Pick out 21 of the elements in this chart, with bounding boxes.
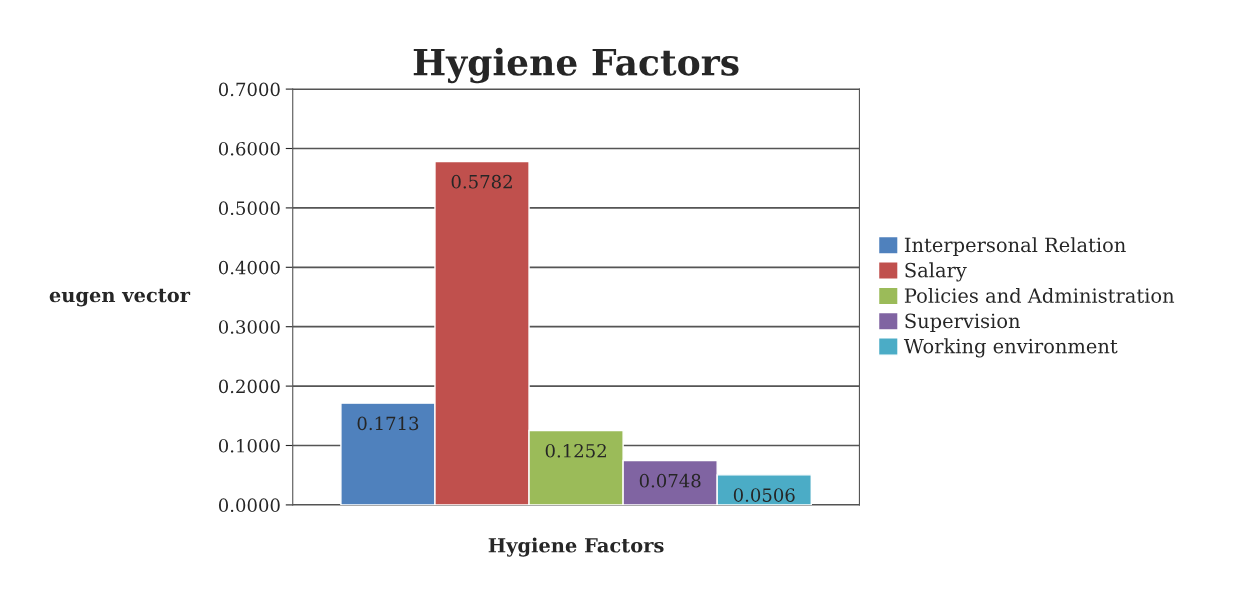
data-label: 0.5782 [451, 174, 512, 189]
y-tick-label: 0.3000 [218, 320, 280, 334]
data-label: 0.0506 [733, 488, 795, 502]
legend-label: Policies and Administration [904, 287, 1175, 303]
legend-label: Working environment [903, 338, 1118, 358]
legend-label: Supervision [905, 313, 1021, 332]
y-tick-label: 0.0000 [218, 498, 280, 513]
y-axis-title: eugen vector [49, 288, 191, 307]
data-label: 0.0748 [639, 473, 701, 488]
y-tick-label: 0.6000 [218, 141, 280, 156]
y-tick-label: 0.5000 [218, 201, 280, 216]
data-label: 0.1713 [357, 416, 419, 431]
y-tick-label: 0.1000 [218, 438, 280, 453]
data-label: 0.1252 [545, 443, 606, 458]
y-tick-label: 0.2000 [218, 379, 280, 394]
chart-title: Hygiene Factors [413, 47, 739, 84]
x-axis-title: Hygiene Factors [488, 537, 664, 557]
legend-label: Salary [905, 262, 967, 282]
legend-label: Interpersonal Relation [904, 237, 1126, 256]
y-tick-label: 0.4000 [218, 260, 280, 275]
y-tick-label: 0.7000 [218, 82, 280, 97]
